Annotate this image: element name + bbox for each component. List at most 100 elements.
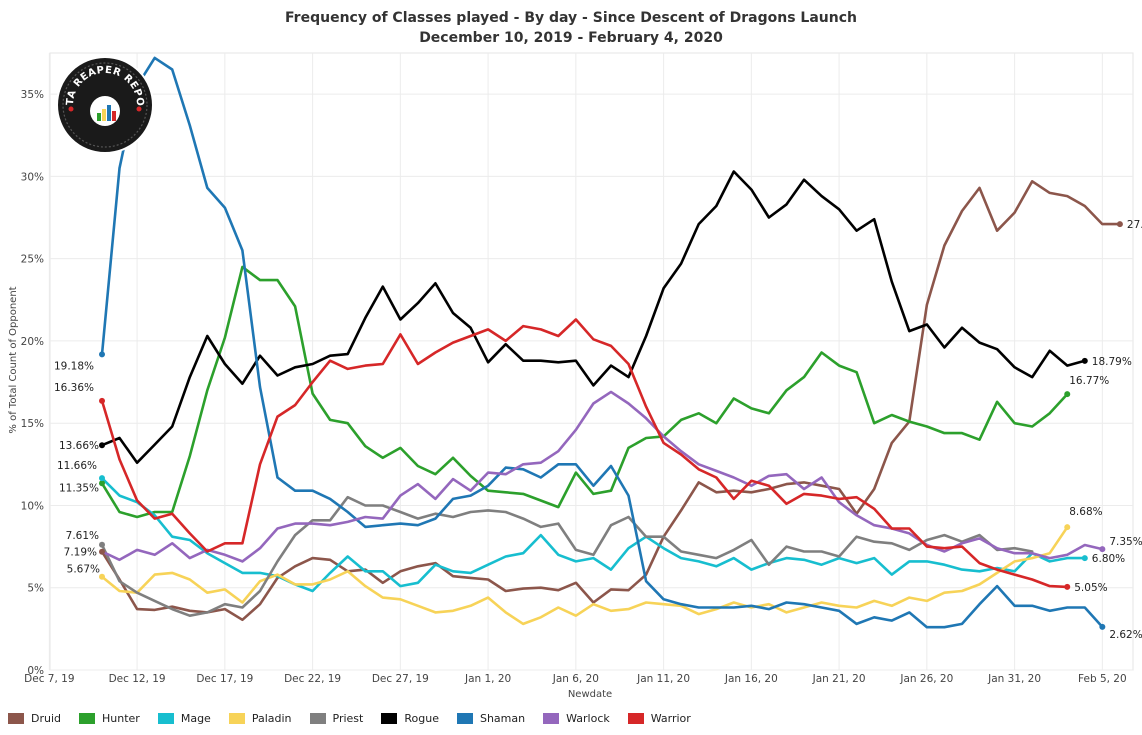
x-tick-label: Feb 5, 20: [1078, 673, 1127, 685]
series-line-paladin: [100, 525, 1069, 626]
grid: [48, 52, 1134, 671]
legend-swatch: [381, 713, 398, 724]
data-reaper-logo: DATA REAPER REPORT: [51, 47, 155, 155]
end-marker-paladin: [1064, 524, 1071, 531]
start-marker-priest: [99, 541, 105, 548]
series-line-druid: [100, 180, 1122, 622]
legend-item-paladin[interactable]: Paladin: [228, 712, 292, 725]
x-tick-label: Jan 31, 20: [987, 673, 1041, 685]
legend-item-shaman[interactable]: Shaman: [456, 712, 526, 725]
legend-label: Druid: [31, 712, 62, 725]
series-line-warrior: [100, 318, 1069, 589]
start-marker-warrior: [99, 397, 105, 404]
legend-swatch: [456, 713, 473, 724]
x-tick-label: Jan 6, 20: [552, 673, 599, 685]
end-label-mage: 6.80%: [1092, 553, 1125, 565]
legend: Druid Hunter Mage Paladin Priest Rogue Shaman W…: [8, 712, 709, 725]
end-marker-rogue: [1081, 357, 1088, 364]
y-tick-label: 5%: [27, 583, 44, 595]
legend-label: Rogue: [404, 712, 439, 725]
x-tick-label: Dec 27, 19: [372, 673, 429, 685]
legend-item-warlock[interactable]: Warlock: [543, 712, 610, 725]
data-labels: 7.19% 27.10% 11.35% 16.77% 11.66% 6.80% 5.67% 8…: [54, 219, 1142, 641]
x-tick-label: Jan 21, 20: [812, 673, 866, 685]
plot-area: [49, 52, 1134, 671]
legend-swatch: [228, 713, 245, 724]
chart-subtitle: December 10, 2019 - February 4, 2020: [419, 30, 723, 46]
legend-swatch: [309, 713, 326, 724]
start-marker-mage: [99, 475, 105, 482]
start-marker-druid: [99, 548, 105, 555]
chart-title: Frequency of Classes played - By day - S…: [285, 10, 857, 26]
legend-item-mage[interactable]: Mage: [157, 712, 211, 725]
end-label-rogue: 18.79%: [1092, 356, 1132, 368]
chart-title-block: Frequency of Classes played - By day - S…: [0, 8, 1142, 48]
end-marker-mage: [1081, 555, 1088, 562]
legend-item-rogue[interactable]: Rogue: [381, 712, 439, 725]
end-marker-druid: [1116, 221, 1123, 228]
start-label-mage: 11.66%: [57, 460, 97, 472]
start-label-druid: 7.19%: [64, 547, 97, 559]
x-tick-label: Dec 22, 19: [284, 673, 341, 685]
y-tick-label: 25%: [21, 254, 44, 266]
y-tick-label: 15%: [21, 418, 44, 430]
legend-label: Paladin: [251, 712, 292, 725]
start-label-priest: 7.61%: [66, 530, 99, 542]
legend-label: Warrior: [650, 712, 691, 725]
series-lines: [100, 56, 1122, 629]
x-tick-label: Dec 7, 19: [24, 673, 74, 685]
series-line-priest: [100, 495, 1034, 618]
legend-item-druid[interactable]: Druid: [8, 712, 61, 725]
end-label-paladin: 8.68%: [1069, 506, 1102, 518]
end-marker-warrior: [1064, 583, 1071, 590]
legend-label: Hunter: [102, 712, 140, 725]
legend-item-hunter[interactable]: Hunter: [79, 712, 140, 725]
y-tick-label: 20%: [21, 336, 44, 348]
series-line-shaman: [100, 56, 1104, 629]
x-tick-label: Dec 12, 19: [109, 673, 166, 685]
end-label-warrior: 5.05%: [1074, 582, 1107, 594]
end-label-druid: 27.10%: [1127, 219, 1142, 231]
legend-label: Shaman: [479, 712, 526, 725]
start-marker-rogue: [99, 442, 105, 449]
start-label-paladin: 5.67%: [67, 564, 100, 576]
x-tick-label: Dec 17, 19: [196, 673, 253, 685]
x-tick-label: Jan 26, 20: [899, 673, 953, 685]
axes: 0% 5% 10% 15% 20% 25% 30% 35% Dec 7, 19 Dec 12, 1…: [21, 89, 1127, 685]
y-tick-label: 0%: [27, 665, 44, 677]
legend-swatch: [157, 713, 174, 724]
y-axis-label: % of Total Count of Opponent: [8, 286, 19, 433]
legend-label: Priest: [332, 712, 364, 725]
series-line-mage: [100, 476, 1087, 593]
legend-swatch: [8, 713, 24, 724]
x-tick-label: Jan 16, 20: [724, 673, 778, 685]
start-label-rogue: 13.66%: [59, 440, 99, 452]
y-tick-label: 30%: [21, 171, 44, 183]
legend-swatch: [543, 713, 560, 724]
end-marker-shaman: [1099, 623, 1106, 630]
end-label-shaman: 2.62%: [1109, 629, 1142, 641]
end-marker-hunter: [1064, 391, 1071, 398]
x-tick-label: Jan 1, 20: [464, 673, 511, 685]
legend-label: Mage: [180, 712, 211, 725]
legend-swatch: [627, 713, 644, 724]
start-label-warrior: 16.36%: [54, 382, 94, 394]
end-label-hunter: 16.77%: [1069, 375, 1109, 387]
start-marker-paladin: [99, 573, 105, 580]
start-marker-hunter: [99, 480, 105, 487]
x-axis-label: Newdate: [568, 689, 612, 700]
start-label-hunter: 11.35%: [59, 482, 99, 494]
x-tick-label: Jan 11, 20: [636, 673, 690, 685]
end-label-warlock: 7.35%: [1109, 536, 1142, 548]
legend-item-warrior[interactable]: Warrior: [627, 712, 691, 725]
y-tick-label: 10%: [21, 500, 44, 512]
line-chart: 0% 5% 10% 15% 20% 25% 30% 35% Dec 7, 19 Dec 12, 1…: [8, 52, 1142, 700]
start-marker-shaman: [99, 351, 105, 358]
y-tick-label: 35%: [21, 89, 44, 101]
start-label-shaman: 19.18%: [54, 360, 94, 372]
legend-swatch: [79, 713, 96, 724]
series-line-hunter: [100, 265, 1069, 519]
series-line-rogue: [100, 170, 1087, 465]
end-marker-warlock: [1099, 546, 1106, 553]
legend-item-priest[interactable]: Priest: [309, 712, 364, 725]
